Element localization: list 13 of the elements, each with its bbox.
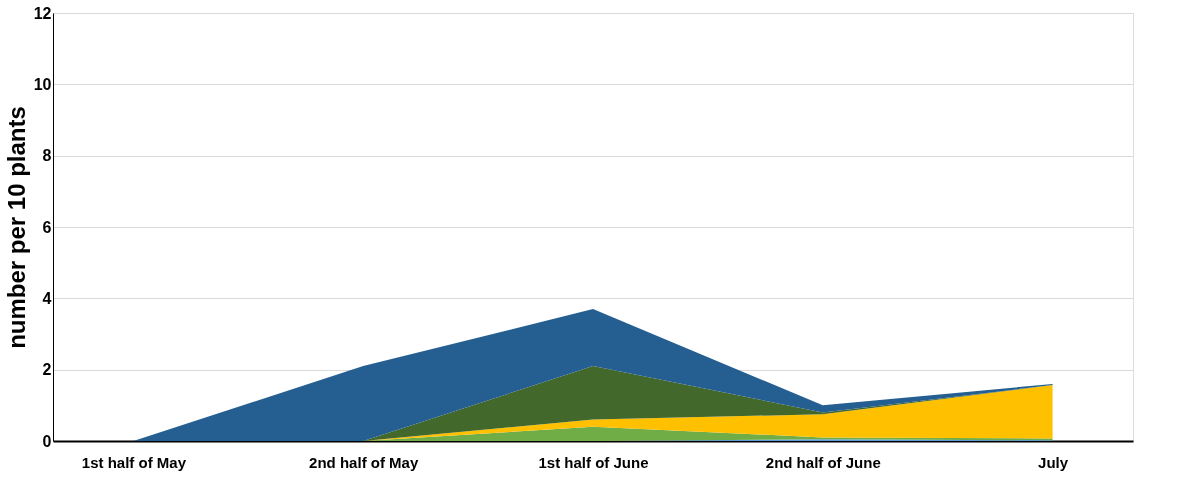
y-tick-label: 2 [42,361,52,379]
x-tick-label: July [1038,453,1069,471]
y-tick-label: 8 [42,147,52,165]
x-tick-label: 1st half of June [538,453,649,471]
y-tick-label: 4 [42,289,52,307]
y-tick-label: 10 [33,75,52,93]
x-tick-label: 2nd half of June [765,453,881,471]
x-tick-label: 1st half of May [81,453,187,471]
x-tick-label: 2nd half of May [309,453,419,471]
y-tick-label: 6 [42,218,52,236]
y-tick-label: 0 [42,432,52,450]
y-axis-title: number per 10 plants [2,106,30,349]
y-tick-label: 12 [33,4,52,22]
